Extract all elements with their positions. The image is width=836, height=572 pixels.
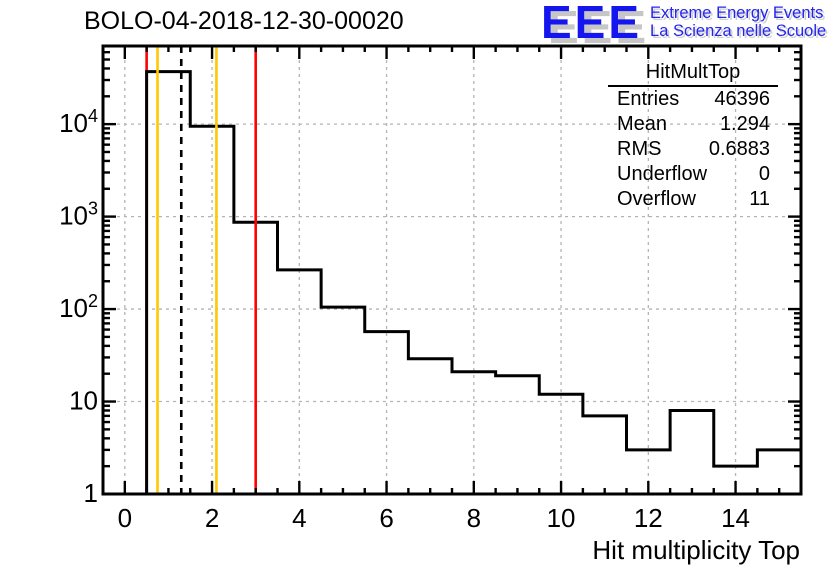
- stats-value: 1.294: [719, 113, 770, 135]
- svg-text:10: 10: [69, 386, 98, 416]
- stats-title: HitMultTop: [608, 60, 778, 87]
- stats-label: Entries: [617, 88, 680, 110]
- stats-label: Overflow: [617, 188, 696, 210]
- stats-value: 11: [749, 188, 770, 210]
- svg-text:8: 8: [467, 503, 481, 533]
- stats-value: 0: [758, 163, 770, 185]
- svg-text:12: 12: [634, 503, 663, 533]
- stats-label: RMS: [617, 138, 662, 160]
- svg-text:0: 0: [118, 503, 132, 533]
- stats-value: 46396: [714, 88, 770, 110]
- svg-text:14: 14: [721, 503, 750, 533]
- stats-row-rms: RMS 0.6883: [608, 137, 778, 162]
- svg-text:4: 4: [292, 503, 306, 533]
- svg-text:10: 10: [547, 503, 576, 533]
- stats-row-mean: Mean 1.294: [608, 112, 778, 137]
- gridlines: [103, 46, 801, 494]
- svg-text:102: 102: [59, 291, 98, 323]
- stats-box: HitMultTop Entries 46396 Mean 1.294 RMS …: [608, 60, 778, 212]
- eee-logo-line1: Extreme Energy Events: [650, 4, 824, 22]
- svg-text:103: 103: [59, 199, 98, 231]
- stats-row-underflow: Underflow 0: [608, 162, 778, 187]
- stats-row-overflow: Overflow 11: [608, 187, 778, 212]
- stats-label: Underflow: [617, 163, 708, 185]
- axis-ticks: [103, 46, 801, 496]
- eee-logo-acronym: EEE: [541, 0, 643, 48]
- svg-text:104: 104: [59, 106, 98, 138]
- histogram-series: [145, 70, 801, 494]
- page-title: BOLO-04-2018-12-30-00020: [84, 7, 404, 35]
- y-tick-labels: 1 10 102 103 104: [59, 106, 98, 508]
- eee-logo-line2: La Scienza nelle Scuole: [650, 22, 827, 40]
- stats-value: 0.6883: [708, 138, 770, 160]
- svg-text:1: 1: [84, 478, 98, 508]
- stats-row-entries: Entries 46396: [608, 87, 778, 112]
- x-tick-labels: 0 2 4 6 8 10 12 14: [118, 503, 750, 533]
- eee-logo-text: Extreme Energy Events La Scienza nelle S…: [650, 4, 826, 40]
- x-axis-title: Hit multiplicity Top: [592, 535, 800, 565]
- stats-label: Mean: [617, 113, 668, 135]
- marker-lines-front: [156, 46, 257, 494]
- svg-text:2: 2: [205, 503, 219, 533]
- svg-text:6: 6: [379, 503, 393, 533]
- eee-logo: EEE Extreme Energy Events La Scienza nel…: [541, 0, 826, 48]
